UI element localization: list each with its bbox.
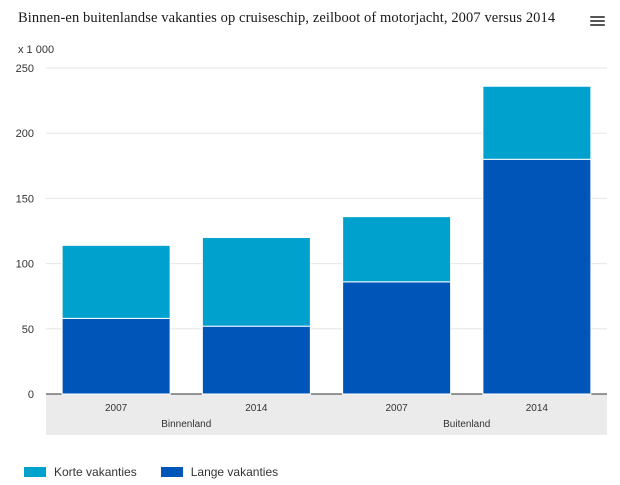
y-tick-label: 250 [16, 63, 34, 75]
y-tick-label: 50 [22, 324, 34, 336]
x-tick-label: 2014 [526, 403, 549, 414]
x-tick-label: 2007 [386, 403, 409, 414]
bar-segment [201, 237, 311, 327]
y-tick-label: 100 [16, 259, 34, 271]
y-tick-label: 200 [16, 128, 34, 140]
menu-line [590, 24, 605, 26]
legend-item-korte-vakanties[interactable]: Korte vakanties [24, 465, 137, 479]
bar-segment [482, 85, 592, 160]
chart-title: Binnen-en buitenlandse vakanties op crui… [18, 10, 556, 26]
menu-line [590, 16, 605, 18]
menu-line [590, 20, 605, 22]
x-group-label: Binnenland [161, 419, 211, 430]
legend-swatch [24, 467, 46, 477]
bar-segment [482, 158, 592, 395]
y-tick-label: 150 [16, 193, 34, 205]
x-tick-label: 2007 [105, 403, 128, 414]
legend-swatch [160, 467, 183, 477]
legend-label: Lange vakanties [190, 465, 279, 479]
bar-segment [342, 216, 452, 283]
x-group-label: Buitenland [443, 419, 490, 430]
bar-segment [61, 244, 171, 319]
x-tick-label: 2014 [245, 403, 268, 414]
bar-segment [342, 281, 452, 395]
legend-label: Korte vakanties [54, 465, 137, 479]
bar-segment [201, 325, 311, 395]
legend: Korte vakanties Lange vakanties [24, 465, 278, 479]
y-tick-label: 0 [28, 389, 34, 401]
y-axis-unit-label: x 1 000 [18, 44, 55, 56]
x-axis-band [46, 394, 607, 435]
stacked-bar-chart: 0 50 100 150 200 250 2007 2014 2007 2014 Binnenlan… [16, 63, 607, 435]
hamburger-menu-icon[interactable] [590, 14, 605, 27]
legend-item-lange-vakanties[interactable]: Lange vakanties [160, 465, 279, 479]
bar-segment [61, 317, 171, 395]
